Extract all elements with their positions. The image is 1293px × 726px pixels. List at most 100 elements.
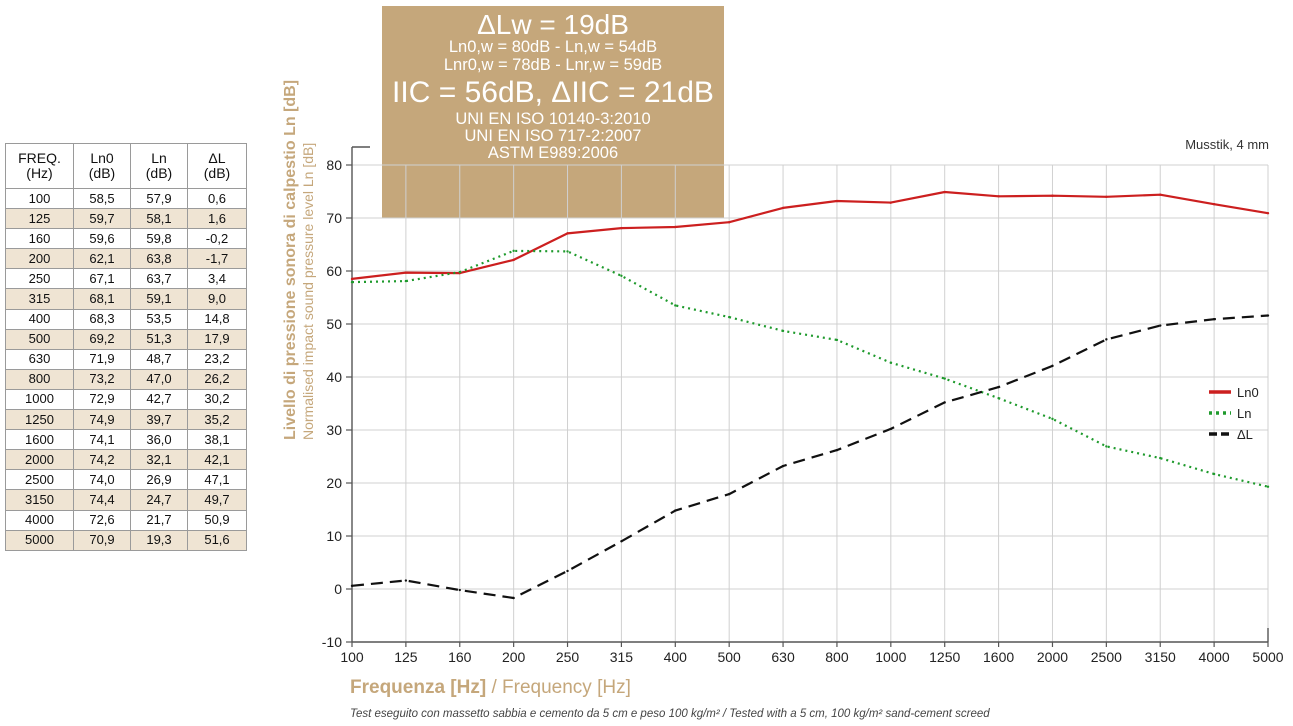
- table-cell: 3,4: [187, 268, 247, 290]
- data-point: [1266, 212, 1270, 215]
- table-cell: 51,3: [130, 328, 188, 350]
- data-point: [566, 232, 569, 235]
- data-point: [781, 206, 785, 210]
- data-point: [997, 195, 1000, 198]
- table-cell: 63,7: [130, 268, 188, 290]
- data-point: [566, 250, 569, 253]
- x-tick-label: 2500: [1091, 649, 1122, 665]
- data-point: [835, 448, 839, 452]
- data-point: [943, 377, 946, 380]
- series-line-delta: [351, 314, 1269, 600]
- x-axis-title-it: Frequenza [Hz]: [350, 677, 487, 698]
- table-row: 2500 74,0 26,9 47,1: [5, 469, 247, 491]
- table-cell: 5000: [5, 529, 74, 551]
- standard-1: UNI EN ISO 10140-3:2010: [455, 109, 651, 128]
- data-point: [889, 361, 893, 364]
- results-box: ΔLw = 19dB Ln0,w = 80dB - Ln,w = 54dB Ln…: [382, 6, 724, 218]
- y-tick-label: 10: [326, 528, 342, 544]
- data-point: [350, 584, 354, 588]
- data-point: [674, 225, 677, 229]
- y-tick-label: 30: [326, 422, 342, 438]
- data-point: [1105, 195, 1108, 198]
- table-cell: 50,9: [187, 509, 247, 531]
- data-table: FREQ.(Hz) Ln0 (dB) Ln (dB) ΔL (dB) 100 58…: [5, 143, 247, 551]
- table-cell: 72,6: [73, 509, 131, 531]
- table-cell: 74,4: [73, 489, 131, 511]
- x-tick-label: 250: [556, 649, 580, 665]
- data-point: [1212, 203, 1216, 206]
- data-point: [1159, 193, 1162, 196]
- table-cell: 35,2: [187, 409, 247, 431]
- y-tick-label: 80: [326, 157, 342, 173]
- iic-values: IIC = 56dB, ΔIIC = 21dB: [392, 76, 714, 110]
- data-point: [835, 199, 839, 203]
- x-axis-title: Frequenza [Hz] / Frequency [Hz]: [350, 677, 631, 699]
- table-cell: 49,7: [187, 489, 247, 511]
- data-point: [835, 338, 839, 342]
- ln-weighted-values: Ln0,w = 80dB - Ln,w = 54dB: [448, 38, 658, 57]
- table-row: 1250 74,9 39,7 35,2: [5, 409, 247, 431]
- table-cell: 200: [5, 248, 74, 270]
- data-point: [566, 569, 569, 573]
- header-delta: ΔL (dB): [187, 143, 247, 189]
- table-cell: 51,6: [187, 529, 247, 551]
- table-cell: 39,7: [130, 409, 188, 431]
- y-tick-label: 50: [326, 316, 342, 332]
- table-row: 125 59,7 58,1 1,6: [5, 208, 247, 230]
- data-point: [889, 201, 893, 204]
- y-tick-label: 20: [326, 475, 342, 491]
- data-point: [1051, 364, 1054, 368]
- table-cell: 125: [5, 208, 74, 230]
- header-ln: Ln (dB): [130, 143, 188, 189]
- x-tick-label: 3150: [1145, 649, 1176, 665]
- table-row: 160 59,6 59,8 -0,2: [5, 228, 247, 250]
- legend-label: Ln: [1237, 406, 1251, 421]
- data-point: [1105, 338, 1108, 341]
- data-point: [674, 304, 677, 307]
- data-point: [781, 329, 785, 333]
- data-point: [512, 258, 515, 262]
- x-tick-label: 1600: [983, 649, 1014, 665]
- table-cell: 74,1: [73, 429, 131, 451]
- x-tick-label: 4000: [1199, 649, 1230, 665]
- data-point: [620, 226, 623, 230]
- legend-label: ΔL: [1237, 427, 1253, 442]
- table-cell: 17,9: [187, 328, 247, 350]
- table-row: 5000 70,9 19,3 51,6: [5, 529, 247, 551]
- x-tick-label: 400: [664, 649, 688, 665]
- table-cell: 47,0: [130, 368, 188, 390]
- data-point: [620, 540, 623, 543]
- data-point: [997, 385, 1000, 389]
- x-tick-label: 500: [717, 649, 741, 665]
- data-point: [727, 492, 731, 496]
- y-tick-label: 0: [334, 581, 342, 597]
- table-cell: 32,1: [130, 449, 188, 471]
- data-point: [404, 271, 408, 274]
- standard-3: ASTM E989:2006: [487, 144, 619, 163]
- data-point: [889, 427, 893, 431]
- table-row: 200 62,1 63,8 -1,7: [5, 248, 247, 270]
- data-point: [727, 221, 731, 224]
- legend-label: Ln0: [1237, 385, 1259, 400]
- header-ln0: Ln0 (dB): [73, 143, 131, 189]
- x-tick-label: 200: [502, 649, 526, 665]
- y-tick-label: 60: [326, 263, 342, 279]
- x-tick-label: 1000: [875, 649, 906, 665]
- data-point: [350, 277, 354, 281]
- data-point: [943, 401, 946, 404]
- table-cell: 500: [5, 328, 74, 350]
- table-cell: 74,9: [73, 409, 131, 431]
- x-tick-label: 2000: [1037, 649, 1068, 665]
- data-point: [350, 280, 354, 284]
- x-tick-label: 800: [825, 649, 849, 665]
- y-axis-title-en: Normalised impact sound pressure level L…: [300, 142, 316, 440]
- data-point: [1051, 194, 1054, 197]
- table-cell: 47,1: [187, 469, 247, 491]
- table-cell: 3150: [5, 489, 74, 511]
- data-point: [1159, 456, 1162, 460]
- data-point: [404, 279, 408, 283]
- table-cell: 71,9: [73, 348, 131, 370]
- table-cell: -1,7: [187, 248, 247, 270]
- data-point: [512, 596, 515, 600]
- data-point: [404, 579, 408, 582]
